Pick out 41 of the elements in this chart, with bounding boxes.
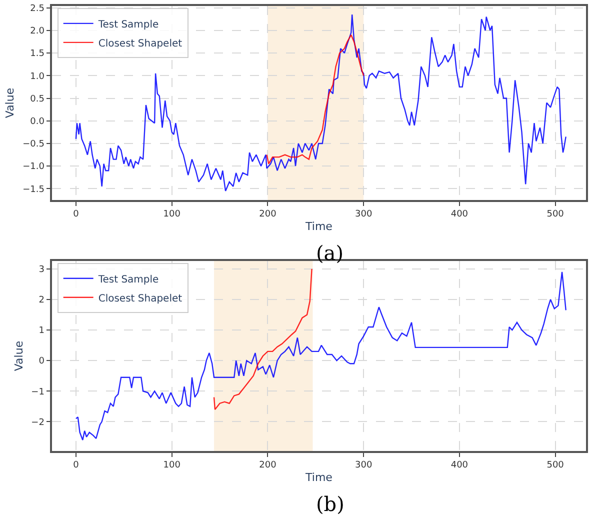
legend-label: Test Sample xyxy=(97,19,159,30)
y-tick-label: 3 xyxy=(38,265,44,276)
x-tick-label: 100 xyxy=(163,210,181,220)
y-tick-label: 1.0 xyxy=(30,72,45,82)
x-tick-label: 200 xyxy=(259,460,277,471)
y-axis-title: Value xyxy=(4,88,17,118)
x-tick-label: 500 xyxy=(546,460,564,471)
annotation: (a) xyxy=(316,241,344,265)
y-tick-label: −2 xyxy=(31,418,44,428)
y-tick-label: 1 xyxy=(38,326,44,336)
y-tick-label: 2.5 xyxy=(30,4,44,14)
x-tick-label: 100 xyxy=(163,460,181,471)
line-series xyxy=(213,268,312,410)
x-tick-label: 300 xyxy=(354,210,372,220)
y-tick-label: −1.0 xyxy=(22,162,45,172)
x-tick-label: 0 xyxy=(73,460,80,471)
y-tick-label: 0.0 xyxy=(30,117,45,128)
y-tick-label: 0 xyxy=(38,356,45,367)
x-tick-label: 0 xyxy=(73,210,80,220)
text: (b) xyxy=(316,492,344,516)
x-tick-label: 400 xyxy=(450,460,468,471)
x-tick-label: 200 xyxy=(259,210,277,220)
y-tick-label: 2.0 xyxy=(30,26,45,37)
line-series xyxy=(75,271,566,441)
x-axis-title: Time xyxy=(304,471,333,484)
x-tick-label: 400 xyxy=(450,210,468,220)
line-series xyxy=(75,14,566,192)
y-tick-label: 0.5 xyxy=(30,94,44,104)
y-tick-label: −1.5 xyxy=(22,184,44,195)
y-axis-title: Value xyxy=(12,340,26,372)
x-tick-label: 500 xyxy=(546,210,564,220)
x-axis-title: Time xyxy=(304,220,333,234)
y-tick-label: −0.5 xyxy=(22,140,44,150)
y-tick-label: 2 xyxy=(38,296,44,306)
legend-label: Closest Shapelet xyxy=(98,293,182,304)
legend-label: Test Sample xyxy=(97,274,159,286)
y-tick-label: 1.5 xyxy=(30,49,44,60)
line-series xyxy=(266,34,364,164)
y-tick-label: −1 xyxy=(31,387,44,398)
x-tick-label: 300 xyxy=(354,460,372,471)
legend-label: Closest Shapelet xyxy=(98,38,182,50)
